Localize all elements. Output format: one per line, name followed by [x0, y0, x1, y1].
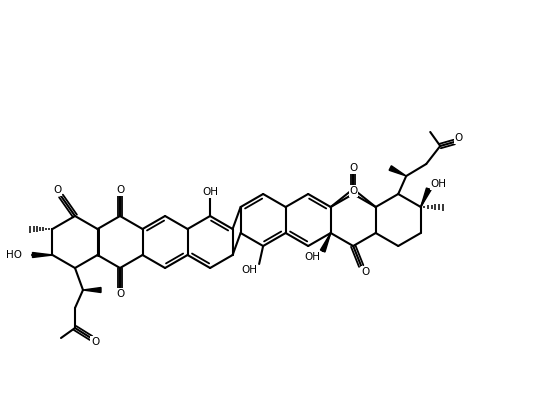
- Polygon shape: [421, 188, 431, 207]
- Polygon shape: [389, 166, 406, 176]
- Polygon shape: [33, 252, 53, 258]
- Text: OH: OH: [304, 252, 321, 262]
- Text: OH: OH: [202, 187, 218, 197]
- Text: O: O: [91, 337, 99, 347]
- Text: OH: OH: [431, 179, 446, 189]
- Text: O: O: [116, 185, 124, 195]
- Text: O: O: [116, 289, 124, 299]
- Text: O: O: [454, 133, 463, 143]
- Text: O: O: [349, 186, 358, 196]
- Text: O: O: [349, 163, 358, 173]
- Text: O: O: [361, 267, 369, 277]
- Polygon shape: [321, 233, 331, 252]
- Text: HO: HO: [6, 250, 23, 260]
- Text: OH: OH: [241, 265, 257, 275]
- Text: O: O: [53, 185, 61, 195]
- Polygon shape: [83, 287, 101, 293]
